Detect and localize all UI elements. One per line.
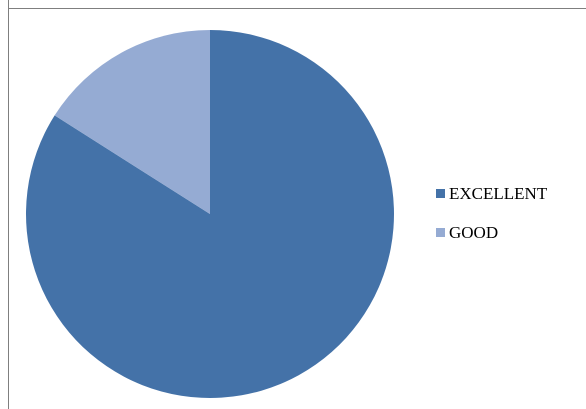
legend-label-good: GOOD (449, 222, 499, 242)
pie-slice-excellent (25, 30, 394, 399)
legend-item-good: GOOD (436, 219, 547, 246)
chart-frame-left (8, 0, 9, 409)
legend-label-excellent: EXCELLENT (449, 183, 548, 203)
legend-swatch-good (436, 228, 445, 237)
legend: EXCELLENT GOOD (436, 180, 547, 258)
chart-frame-top (8, 8, 586, 9)
legend-swatch-excellent (436, 189, 445, 198)
legend-item-excellent: EXCELLENT (436, 180, 547, 207)
pie-slice-good (54, 30, 210, 214)
